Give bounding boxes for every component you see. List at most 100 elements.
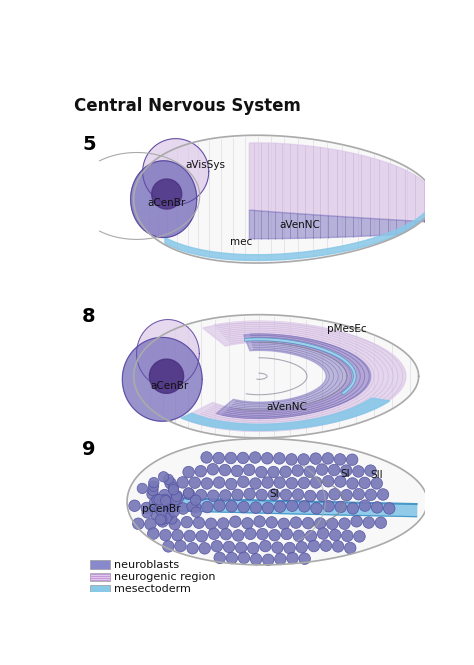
Circle shape — [298, 454, 310, 465]
Circle shape — [166, 514, 177, 524]
Polygon shape — [137, 320, 199, 387]
Circle shape — [201, 477, 213, 489]
Circle shape — [208, 528, 220, 539]
Circle shape — [184, 530, 195, 542]
Circle shape — [254, 516, 265, 527]
Circle shape — [183, 488, 195, 499]
Circle shape — [207, 464, 219, 475]
Polygon shape — [143, 138, 209, 205]
Circle shape — [169, 518, 181, 530]
Circle shape — [157, 498, 167, 509]
Circle shape — [218, 518, 229, 529]
Circle shape — [237, 452, 249, 464]
Text: 9: 9 — [82, 440, 95, 459]
Circle shape — [250, 477, 261, 489]
Circle shape — [235, 542, 247, 553]
Circle shape — [286, 500, 298, 511]
Circle shape — [383, 503, 395, 514]
Circle shape — [156, 515, 167, 525]
Text: neurogenic region: neurogenic region — [114, 572, 216, 582]
Circle shape — [286, 477, 298, 489]
Circle shape — [263, 554, 274, 566]
Circle shape — [168, 484, 179, 495]
Circle shape — [232, 529, 244, 541]
Circle shape — [345, 542, 356, 554]
Circle shape — [316, 464, 328, 475]
Circle shape — [304, 490, 316, 502]
Circle shape — [158, 471, 169, 482]
Polygon shape — [152, 179, 182, 209]
Circle shape — [274, 477, 285, 488]
Circle shape — [196, 531, 208, 542]
Circle shape — [142, 508, 152, 518]
Circle shape — [354, 531, 365, 542]
Circle shape — [191, 495, 201, 505]
Circle shape — [244, 464, 255, 475]
Circle shape — [363, 517, 374, 529]
Polygon shape — [249, 143, 428, 222]
Circle shape — [260, 540, 271, 552]
Circle shape — [286, 454, 297, 465]
Circle shape — [145, 519, 156, 530]
Circle shape — [274, 553, 286, 565]
Circle shape — [156, 501, 166, 511]
Circle shape — [169, 507, 179, 517]
Circle shape — [262, 452, 273, 464]
Circle shape — [220, 529, 232, 540]
Circle shape — [302, 517, 314, 529]
Circle shape — [353, 465, 364, 477]
Circle shape — [335, 501, 346, 513]
Circle shape — [262, 502, 273, 514]
Circle shape — [323, 500, 334, 512]
Circle shape — [172, 529, 183, 541]
Circle shape — [114, 166, 168, 220]
Circle shape — [153, 501, 164, 513]
Polygon shape — [131, 161, 197, 237]
Circle shape — [328, 489, 340, 500]
Text: neuroblasts: neuroblasts — [114, 559, 180, 569]
Circle shape — [299, 501, 310, 512]
Circle shape — [226, 478, 237, 490]
Circle shape — [365, 465, 376, 476]
Circle shape — [129, 500, 140, 511]
Circle shape — [238, 501, 249, 513]
Circle shape — [161, 513, 172, 523]
Circle shape — [334, 454, 346, 465]
Circle shape — [305, 530, 317, 542]
Circle shape — [340, 465, 352, 476]
Circle shape — [159, 498, 170, 508]
Circle shape — [255, 466, 267, 478]
Circle shape — [152, 495, 162, 505]
Circle shape — [262, 477, 273, 488]
Circle shape — [201, 452, 212, 464]
Circle shape — [322, 475, 334, 487]
Circle shape — [272, 542, 283, 553]
Polygon shape — [127, 439, 428, 565]
Text: 8: 8 — [82, 307, 96, 326]
Circle shape — [346, 454, 358, 466]
Circle shape — [292, 489, 304, 500]
Circle shape — [320, 540, 332, 551]
Circle shape — [377, 489, 389, 500]
Circle shape — [280, 489, 292, 501]
Circle shape — [256, 489, 267, 501]
Circle shape — [171, 490, 182, 502]
Circle shape — [231, 465, 243, 477]
Polygon shape — [134, 135, 434, 263]
Circle shape — [205, 518, 217, 529]
Circle shape — [211, 541, 223, 552]
Circle shape — [328, 464, 340, 476]
Circle shape — [149, 497, 160, 508]
Circle shape — [155, 515, 165, 525]
Polygon shape — [216, 334, 371, 418]
Circle shape — [148, 481, 159, 491]
Circle shape — [273, 453, 285, 464]
Circle shape — [177, 503, 189, 514]
Circle shape — [133, 518, 144, 529]
Circle shape — [187, 501, 197, 512]
Circle shape — [332, 541, 344, 552]
Circle shape — [247, 543, 259, 554]
Circle shape — [249, 452, 261, 464]
Circle shape — [151, 509, 161, 519]
Circle shape — [314, 518, 326, 529]
